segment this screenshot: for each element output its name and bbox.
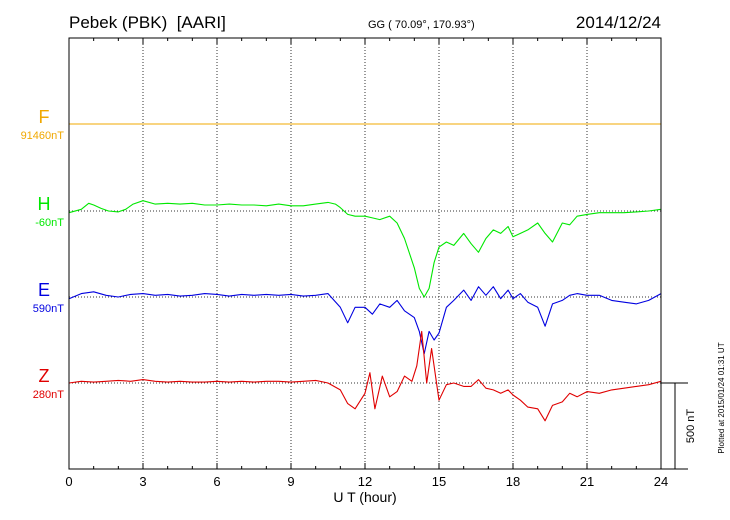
series-baseline-z: 280nT [33, 389, 64, 401]
plot-date: 2014/12/24 [576, 13, 661, 32]
station-coords: GG ( 70.09°, 170.93°) [368, 19, 475, 31]
series-line-h [68, 200, 662, 298]
x-tick-label: 3 [139, 474, 146, 489]
series-name-f: F [39, 107, 50, 127]
x-tick-label: 12 [358, 474, 372, 489]
tick-layer: 0 3 6 9 12 15 18 21 24 F 91460nT H -60nT E 590nT Z 280nT [21, 38, 668, 489]
series-layer [68, 123, 662, 422]
series-line-e [68, 286, 662, 355]
station-title: Pebek (PBK) [AARI] [69, 13, 226, 32]
series-name-z: Z [39, 366, 50, 386]
series-baseline-f: 91460nT [21, 130, 65, 142]
series-name-e: E [38, 280, 50, 300]
x-tick-label: 18 [506, 474, 520, 489]
x-tick-label: 6 [213, 474, 220, 489]
x-tick-label: 21 [580, 474, 594, 489]
x-axis-label: U T (hour) [333, 489, 396, 505]
plot-timestamp-note: Plotted at 2015/01/24 01:31 UT [717, 342, 726, 453]
grid-layer [142, 38, 588, 469]
series-name-h: H [38, 194, 51, 214]
x-tick-label: 15 [432, 474, 446, 489]
series-baseline-e: 590nT [33, 303, 64, 315]
series-line-z [68, 330, 662, 422]
x-tick-label: 24 [654, 474, 668, 489]
x-tick-label: 0 [65, 474, 72, 489]
scale-bar-label: 500 nT [685, 409, 697, 444]
series-baseline-h: -60nT [35, 217, 64, 229]
x-tick-label: 9 [287, 474, 294, 489]
